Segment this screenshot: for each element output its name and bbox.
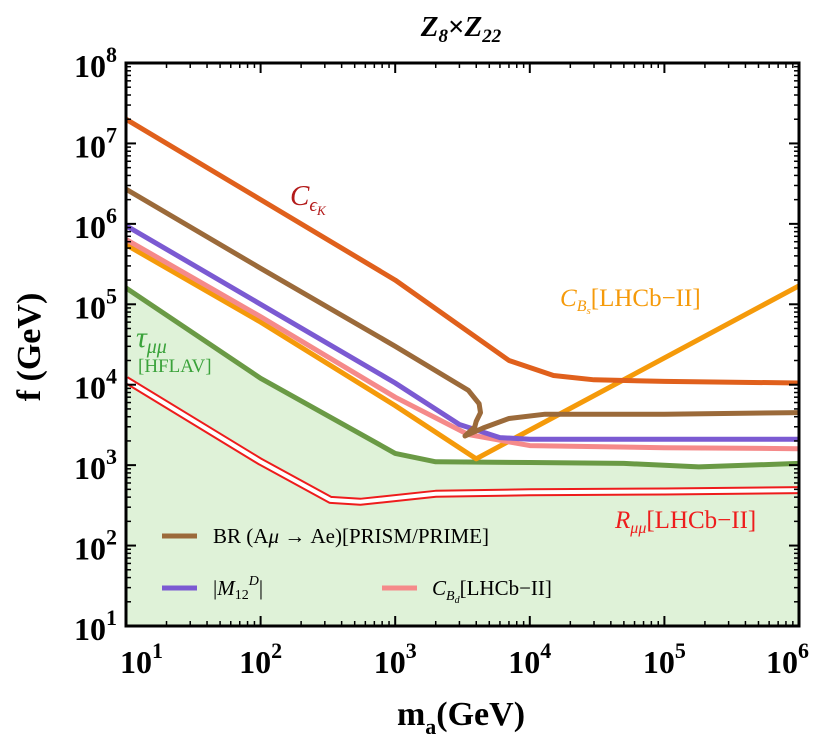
chart-title: Z8×Z22	[420, 11, 502, 47]
series-layer	[126, 117, 799, 506]
x-tick-label: 105	[643, 638, 686, 680]
y-tick-label: 105	[74, 283, 117, 325]
tau-mumu-label: τμμ	[136, 321, 167, 358]
plot-frame	[124, 61, 801, 628]
x-axis-label: ma(GeV)	[397, 696, 525, 738]
y-tick-label: 104	[74, 364, 117, 406]
series-BR_Amu_Ae_PRISM_PRIME-line	[126, 187, 799, 439]
y-tick-label: 106	[74, 203, 117, 245]
hflav-label: [HFLAV]	[138, 356, 212, 377]
x-tick-label: 103	[374, 638, 417, 680]
legend-cbd-label: CBd[LHCb−II]	[432, 576, 552, 606]
y-tick-label: 102	[74, 525, 117, 567]
c-bs-label: CBs[LHCb−II]	[560, 285, 701, 317]
x-tick-label: 104	[508, 638, 551, 680]
legend-br-label: BR (Aμ → Ae)[PRISM/PRIME]	[213, 524, 489, 548]
legend-m12-label: |M12D|	[213, 574, 263, 603]
x-tick-label: 106	[766, 638, 809, 680]
series-R_mumu_LHCb_II-inner	[126, 378, 799, 504]
tick-layer: 101 102 103 104 105 106 101 102 103 104 105 106 107 1…	[74, 42, 809, 680]
y-tick-label: 108	[74, 42, 117, 84]
series-C_Bs_LHCb_II-line	[126, 242, 799, 462]
series-C_epsilon_K-line	[126, 117, 799, 386]
r-mumu-label: Rμμ[LHCb−II]	[614, 507, 756, 537]
tau-excluded-region	[126, 287, 799, 626]
series-tau_mumu_HFLAV-line	[126, 285, 799, 470]
y-axis-label: f (GeV)	[11, 293, 48, 402]
y-tick-label: 101	[74, 605, 117, 647]
x-tick-label: 102	[239, 638, 282, 680]
y-tick-label: 107	[74, 122, 117, 164]
y-tick-label: 103	[74, 444, 117, 486]
legend: BR (Aμ → Ae)[PRISM/PRIME] |M12D| CBd[LHC…	[162, 524, 552, 606]
c-epsilon-k-label: CϵK	[290, 180, 327, 218]
x-tick-label: 101	[120, 638, 163, 680]
